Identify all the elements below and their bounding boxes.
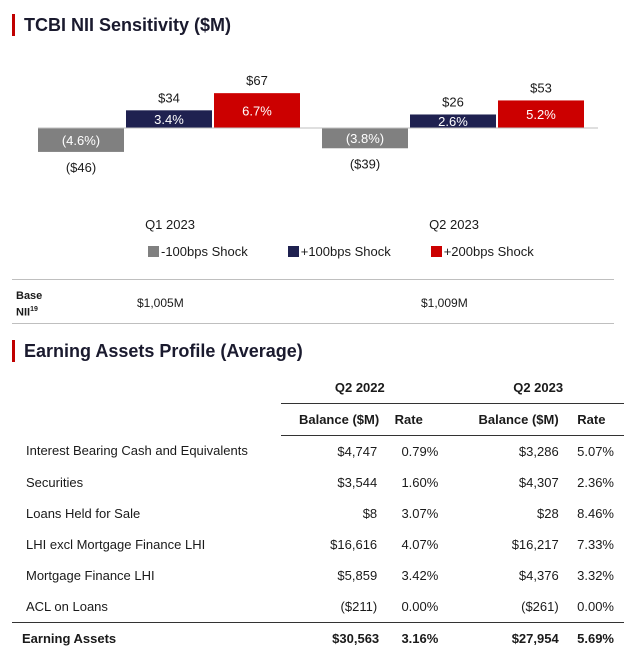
value-label-1-0: $34 [158,90,180,105]
balance-2023: $16,217 [511,536,559,552]
total-balance-2022: $30,563 [281,621,380,654]
value-label-2-1: $53 [530,80,552,95]
rate-2023: 8.46% [577,505,614,521]
bar-2-0 [214,93,300,128]
row-label: Mortgage Finance LHI [26,567,155,583]
bar-0-0 [38,128,124,152]
earning-assets-table: Q2 2022 Q2 2023 Balance ($M) Rate Balanc… [12,372,624,654]
earning-assets-section-title: Earning Assets Profile (Average) [12,340,303,362]
legend-item-plus200: +200bps Shock [430,244,534,259]
row-label: ACL on Loans [26,598,108,614]
rate-2022: 0.00% [401,598,439,614]
balance-2022: $3,544 [337,474,378,490]
value-label-1-1: $26 [442,94,464,109]
balance-2023: $4,376 [518,567,559,583]
balance-2023: ($261) [521,598,559,614]
value-label-0-0: ($46) [66,160,96,175]
period-header-q2-2023: Q2 2023 [438,372,624,404]
balance-2022: ($211) [340,598,378,614]
rate-2023: 3.32% [577,567,614,583]
rate-2022: 0.79% [401,443,439,459]
pct-label-2-1: 5.2% [526,107,556,122]
table-column-header-row: Balance ($M) Rate Balance ($M) Rate [12,403,624,436]
base-footnote: 19 [30,306,38,313]
pct-label-1-0: 3.4% [154,112,184,127]
total-rate-2023: 5.69% [558,621,624,654]
rate-2022: 3.07% [401,505,439,521]
table-row: Mortgage Finance LHI $5,859 3.42% $4,376 3.3… [12,560,624,591]
nii-section-title: TCBI NII Sensitivity ($M) [12,14,231,36]
table-row: Loans Held for Sale $8 3.07% $28 8.46% [12,498,624,529]
total-balance-2023: $27,954 [438,621,559,654]
bar-0-1 [322,128,408,149]
total-label: Earning Assets [12,621,282,654]
title-accent-bar [12,14,15,36]
bar-1-1 [410,114,496,128]
balance-2023: $28 [536,505,559,521]
table-row: Securities $3,544 1.60% $4,307 2.36% [12,467,624,498]
base-label-line2: NII [16,306,31,319]
rate-2022: 1.60% [401,474,439,490]
col-header-rate-2022: Rate [379,403,439,436]
legend-item-minus100: -100bps Shock [148,244,248,259]
balance-2023: $4,307 [518,474,559,490]
nii-sensitivity-chart: (4.6%) ($46) 3.4% $34 6.7% $67 Q1 2023 (3.8%) ($… [38,73,598,232]
pct-label-1-1: 2.6% [438,114,468,129]
row-label: Loans Held for Sale [26,505,141,521]
col-header-balance-2023: Balance ($M) [438,403,559,436]
table-total-row: Earning Assets $30,563 3.16% $27,954 5.6… [12,621,624,654]
balance-2022: $4,747 [337,443,378,459]
rate-2022: 3.42% [401,567,439,583]
legend-swatch-plus100 [287,246,299,257]
row-label: LHI excl Mortgage Finance LHI [26,536,206,552]
balance-2022: $16,616 [330,536,378,552]
total-rate-2022: 3.16% [379,621,439,654]
row-label: Securities [26,474,84,490]
base-nii-q2: $1,009M [421,296,468,310]
value-label-0-1: ($39) [350,156,380,171]
legend-swatch-plus200 [430,246,442,257]
pct-label-0-1: (3.8%) [346,131,384,146]
divider-top [12,279,614,280]
legend-item-plus100: +100bps Shock [287,244,391,259]
rate-2023: 5.07% [577,443,614,459]
nii-title: TCBI NII Sensitivity ($M) [24,14,232,35]
bar-2-1 [498,100,584,128]
category-label-0: Q1 2023 [145,217,195,232]
rate-2023: 7.33% [577,536,614,552]
table-row: Interest Bearing Cash and Equivalents $4,… [12,435,624,467]
table-period-header-row: Q2 2022 Q2 2023 [12,372,624,404]
legend-label-plus100: +100bps Shock [300,244,391,259]
value-label-2-0: $67 [246,73,268,88]
table-row: ACL on Loans ($211) 0.00% ($261) 0.00% [12,591,624,623]
col-header-rate-2023: Rate [558,403,624,436]
row-label: Interest Bearing Cash and Equivalents [26,443,248,459]
balance-2023: $3,286 [518,443,559,459]
balance-2022: $5,859 [337,567,378,583]
earning-assets-title: Earning Assets Profile (Average) [24,340,303,361]
col-header-balance-2022: Balance ($M) [281,403,380,436]
base-label-line1: Base [16,290,43,302]
pct-label-0-0: (4.6%) [62,133,100,148]
rate-2023: 0.00% [577,598,614,614]
balance-2022: $8 [362,505,378,521]
pct-label-2-0: 6.7% [242,104,272,119]
legend-label-minus100: -100bps Shock [161,244,248,259]
legend-label-plus200: +200bps Shock [443,244,534,259]
base-nii-q1: $1,005M [137,296,184,310]
category-label-1: Q2 2023 [429,217,479,232]
rate-2023: 2.36% [577,474,614,490]
legend-swatch-minus100 [148,246,159,257]
divider-bottom [12,323,614,324]
title-accent-bar [12,340,15,362]
period-header-q2-2022: Q2 2022 [281,372,439,404]
base-nii-label: Base NII19 [16,290,42,320]
table-row: LHI excl Mortgage Finance LHI $16,616 4.07… [12,529,624,560]
rate-2022: 4.07% [401,536,439,552]
bar-1-0 [126,110,212,128]
chart-legend: -100bps Shock +100bps Shock +200bps Shoc… [148,244,574,259]
